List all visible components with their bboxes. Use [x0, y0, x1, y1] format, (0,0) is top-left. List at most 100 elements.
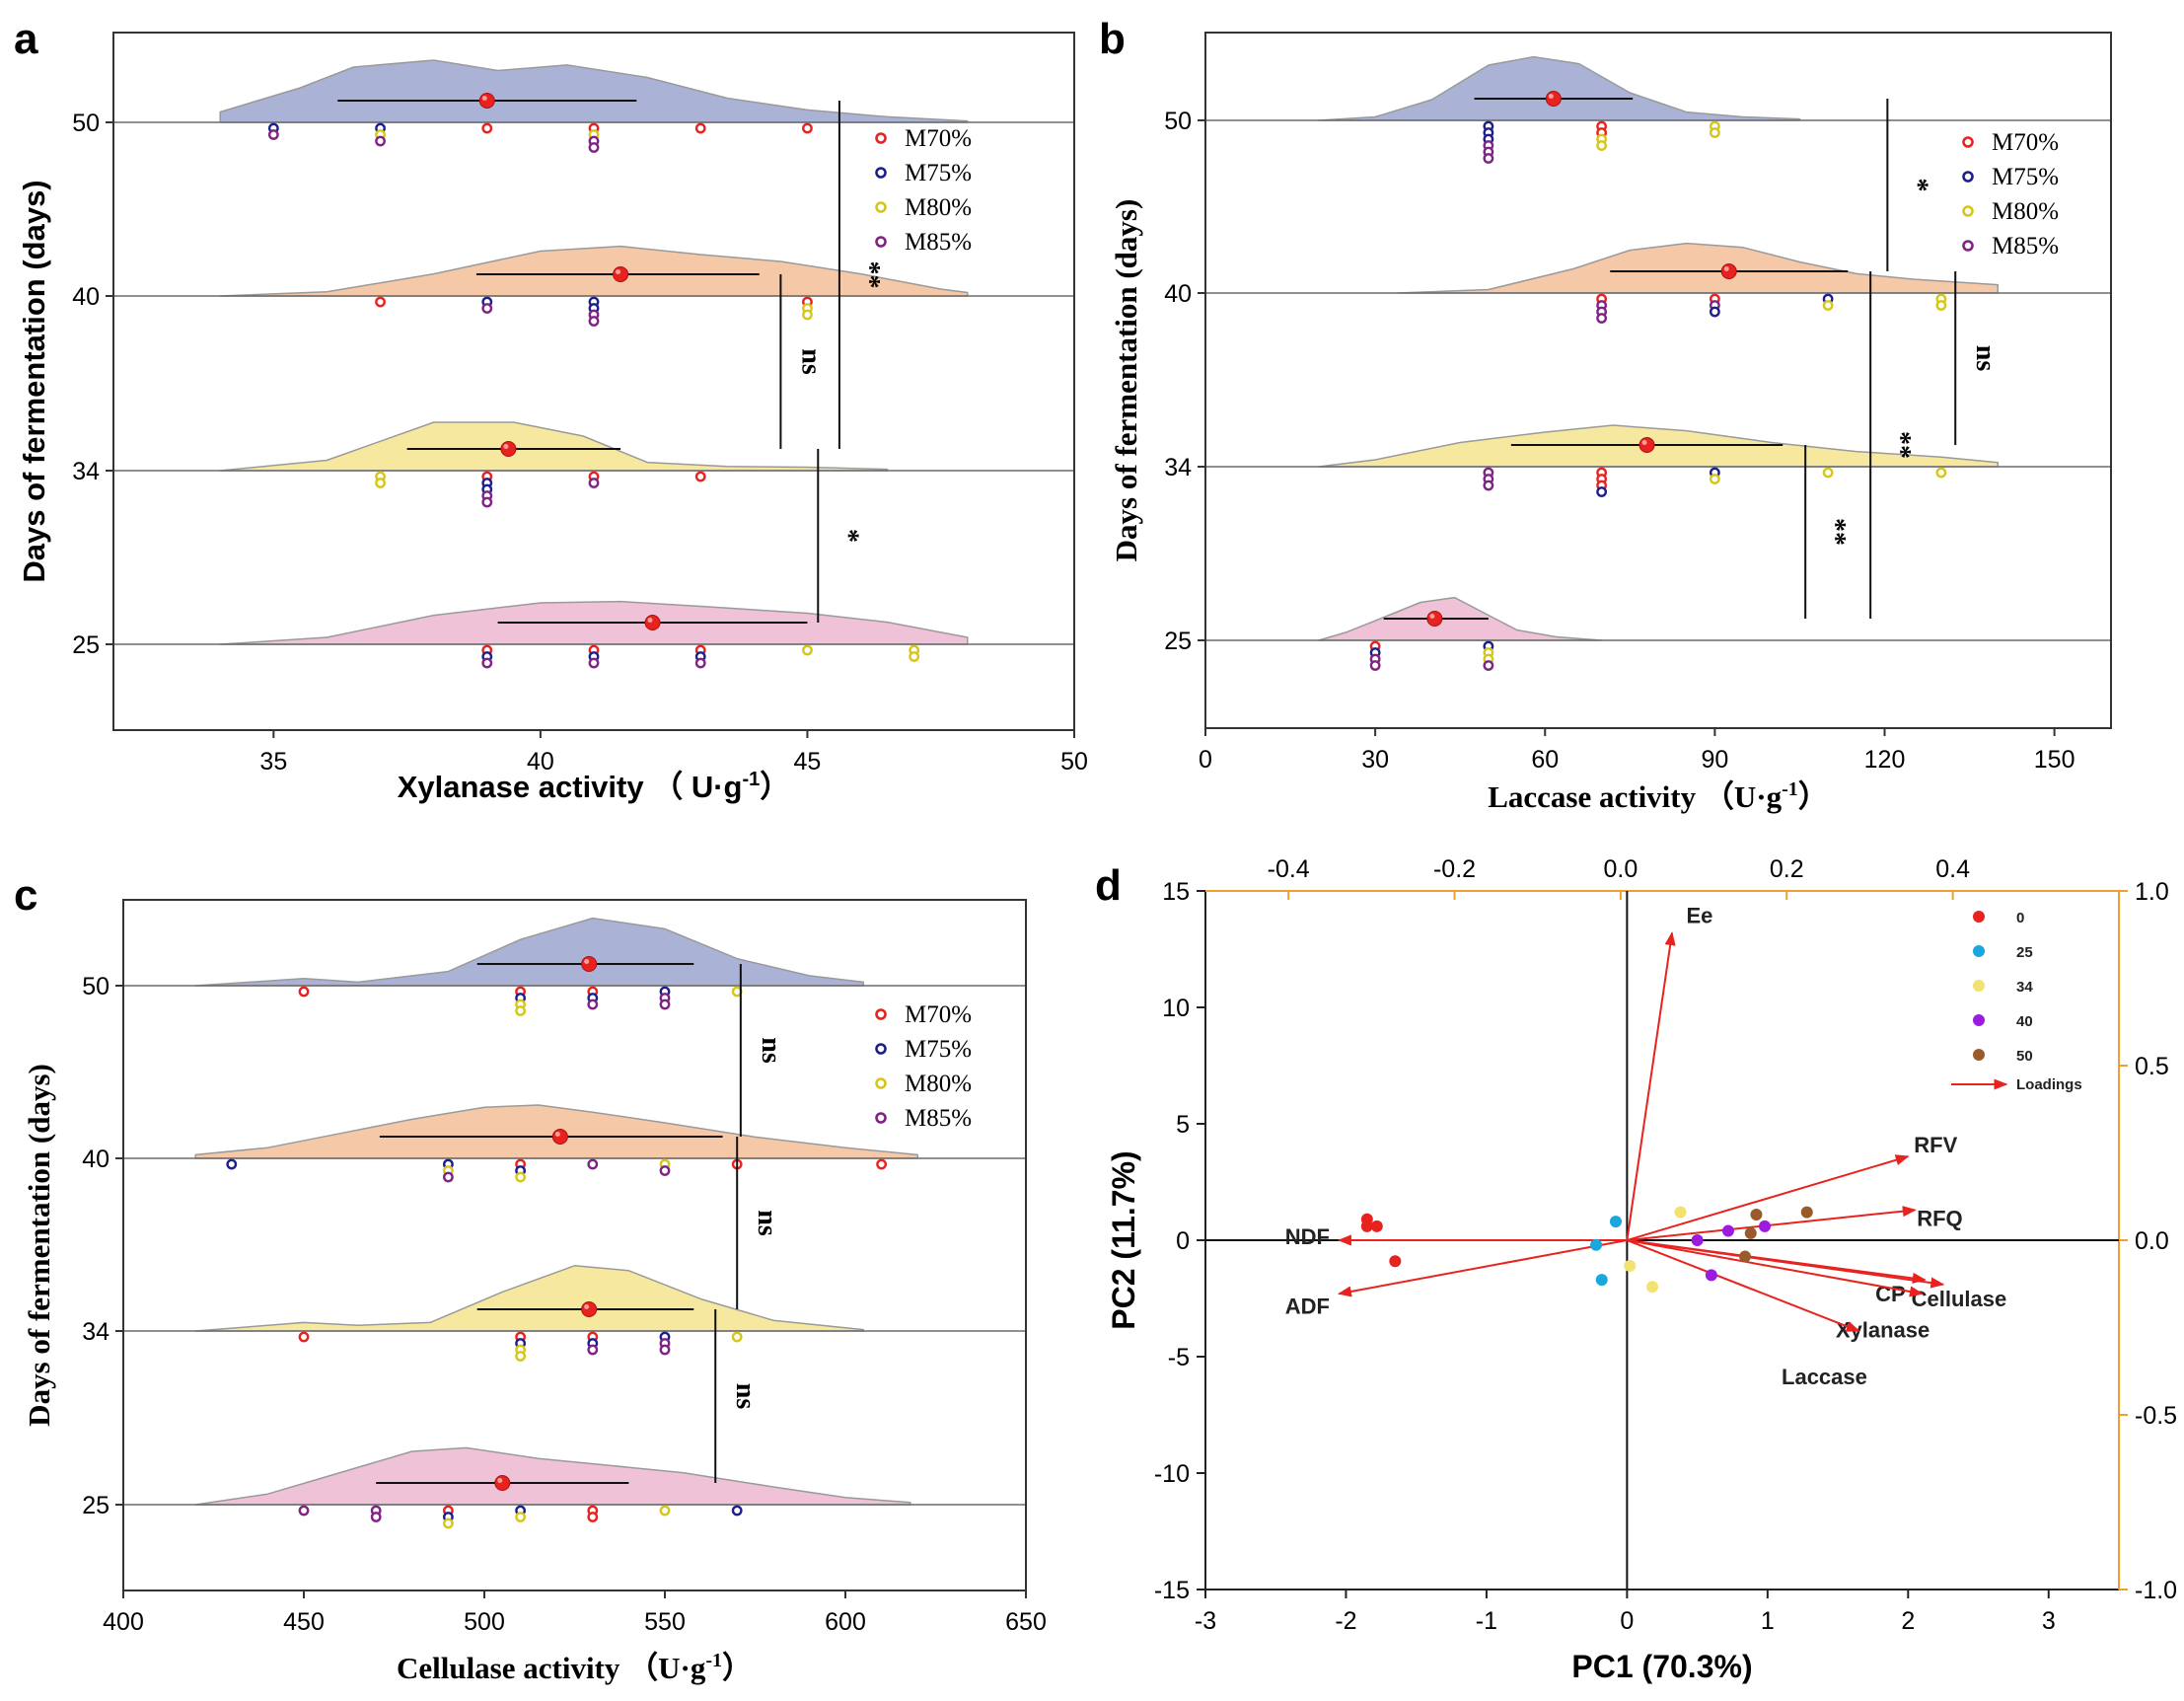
mean-highlight — [1429, 614, 1435, 619]
y-tick-label: 34 — [72, 458, 100, 485]
mean-highlight — [497, 1478, 503, 1483]
legend-marker-M75 — [875, 1043, 887, 1055]
density-cloud-day-25 — [194, 1446, 911, 1506]
x-tick-label: 90 — [1701, 746, 1728, 774]
data-point-M80 — [1822, 300, 1834, 311]
data-point-M85 — [1596, 313, 1608, 324]
legend-marker-day-50 — [1973, 1049, 1985, 1061]
x-tick-label: 120 — [1864, 746, 1906, 774]
mean-point-day-25 — [644, 615, 661, 630]
significance-label: ** — [854, 261, 885, 289]
x-tick-label: -2 — [1335, 1607, 1356, 1635]
significance-label: * — [833, 529, 863, 543]
y-tick-label: 50 — [72, 110, 100, 137]
score-point-day-25 — [1609, 1216, 1622, 1228]
data-point-M70 — [876, 1158, 887, 1170]
mean-point-day-50 — [1545, 91, 1562, 107]
mean-highlight — [554, 1132, 560, 1137]
x-tick-label: 1 — [1761, 1607, 1775, 1635]
legend-marker-M80 — [875, 201, 887, 213]
legend-marker-M80 — [875, 1077, 887, 1089]
legend-marker-day-34 — [1973, 980, 1985, 992]
score-point-day-40 — [1705, 1269, 1717, 1282]
y-tick-label: 0 — [1176, 1227, 1190, 1255]
mean-point-day-25 — [1426, 611, 1443, 627]
legend-marker-M85 — [875, 236, 887, 248]
data-point-M85 — [694, 657, 706, 669]
density-cloud-day-50 — [219, 59, 969, 123]
x-tick-label: 30 — [1361, 746, 1389, 774]
mean-highlight — [481, 96, 487, 101]
x-tick-label: 2 — [1901, 1607, 1915, 1635]
panel-letter: b — [1099, 15, 1126, 63]
legend-label-day-40: 40 — [2016, 1013, 2033, 1030]
data-point-M85 — [659, 1344, 671, 1356]
significance-label: ns — [1970, 345, 2001, 372]
score-point-day-50 — [1744, 1226, 1757, 1239]
data-point-M75 — [731, 1505, 743, 1516]
loading-label-laccase: Laccase — [1782, 1365, 1867, 1389]
data-point-M85 — [481, 496, 493, 508]
y-axis-label: PC2 (11.7%) — [1106, 1150, 1141, 1329]
score-point-day-0 — [1370, 1220, 1383, 1232]
data-point-M70 — [375, 296, 386, 308]
score-point-day-40 — [1691, 1234, 1704, 1246]
score-point-day-0 — [1360, 1220, 1373, 1232]
x-tick-label: 150 — [2034, 746, 2075, 774]
x-axis-label: Cellulase activity （U·g-1） — [397, 1650, 753, 1685]
data-point-M85 — [587, 1344, 599, 1356]
loading-label-rfv: RFV — [1914, 1133, 1957, 1157]
score-point-day-40 — [1758, 1220, 1771, 1232]
x-tick-label: 650 — [1005, 1608, 1047, 1636]
data-point-M70 — [587, 1512, 599, 1522]
top-x-tick-label: 0.2 — [1770, 855, 1804, 883]
data-point-M70 — [802, 122, 813, 134]
legend-label-day-34: 34 — [2016, 979, 2033, 996]
legend-label-M75: M75% — [905, 1036, 972, 1063]
data-point-M85 — [442, 1171, 454, 1183]
x-tick-label: 550 — [644, 1608, 686, 1636]
panel-letter: c — [14, 871, 37, 920]
x-tick-label: 450 — [283, 1608, 325, 1636]
y-tick-label: 34 — [82, 1318, 109, 1346]
data-point-M80 — [659, 1505, 671, 1516]
top-x-tick-label: -0.2 — [1433, 855, 1476, 883]
y-tick-label: 40 — [72, 283, 100, 311]
mean-point-day-50 — [581, 956, 598, 972]
legend-marker-M85 — [1962, 240, 1974, 252]
score-point-day-50 — [1800, 1206, 1813, 1219]
mean-point-day-34 — [1638, 437, 1655, 453]
data-point-M80 — [1596, 140, 1608, 151]
x-tick-label: 50 — [1060, 748, 1088, 776]
density-cloud-day-34 — [219, 421, 889, 472]
data-point-M85 — [1483, 153, 1494, 164]
y-tick-label: 50 — [82, 973, 109, 1000]
score-point-day-34 — [1624, 1259, 1637, 1272]
significance-label: ns — [756, 1037, 786, 1064]
data-point-M85 — [588, 478, 600, 488]
y-tick-label: 25 — [82, 1492, 109, 1519]
x-tick-label: 3 — [2042, 1607, 2056, 1635]
legend-marker-M80 — [1962, 205, 1974, 217]
density-cloud-day-40 — [1397, 242, 2000, 294]
y-tick-label: 25 — [72, 631, 100, 659]
x-tick-label: 0 — [1620, 1607, 1634, 1635]
legend-label-day-0: 0 — [2016, 910, 2024, 926]
data-point-M80 — [515, 1005, 526, 1016]
y-axis-label: Days of fermentation (days) — [17, 180, 51, 582]
data-point-M80 — [1709, 474, 1720, 484]
mean-highlight — [503, 444, 509, 449]
data-point-M75 — [1709, 306, 1720, 318]
legend-marker-day-25 — [1973, 945, 1985, 957]
right-y-tick-label: 0.5 — [2135, 1053, 2169, 1080]
x-tick-label: 500 — [464, 1608, 505, 1636]
significance-label: ns — [730, 1383, 761, 1410]
legend-label-M85: M85% — [905, 1105, 972, 1132]
x-tick-label: 35 — [259, 748, 287, 776]
panel-a: a 25 34 40 50 35 40 45 50 Xylanase activity （ U·g… — [14, 15, 1088, 804]
legend-label-M80: M80% — [1992, 198, 2059, 225]
data-point-M85 — [267, 129, 279, 140]
data-point-M80 — [1935, 467, 1947, 479]
data-point-M85 — [375, 135, 386, 147]
legend-label-M80: M80% — [905, 1071, 972, 1097]
